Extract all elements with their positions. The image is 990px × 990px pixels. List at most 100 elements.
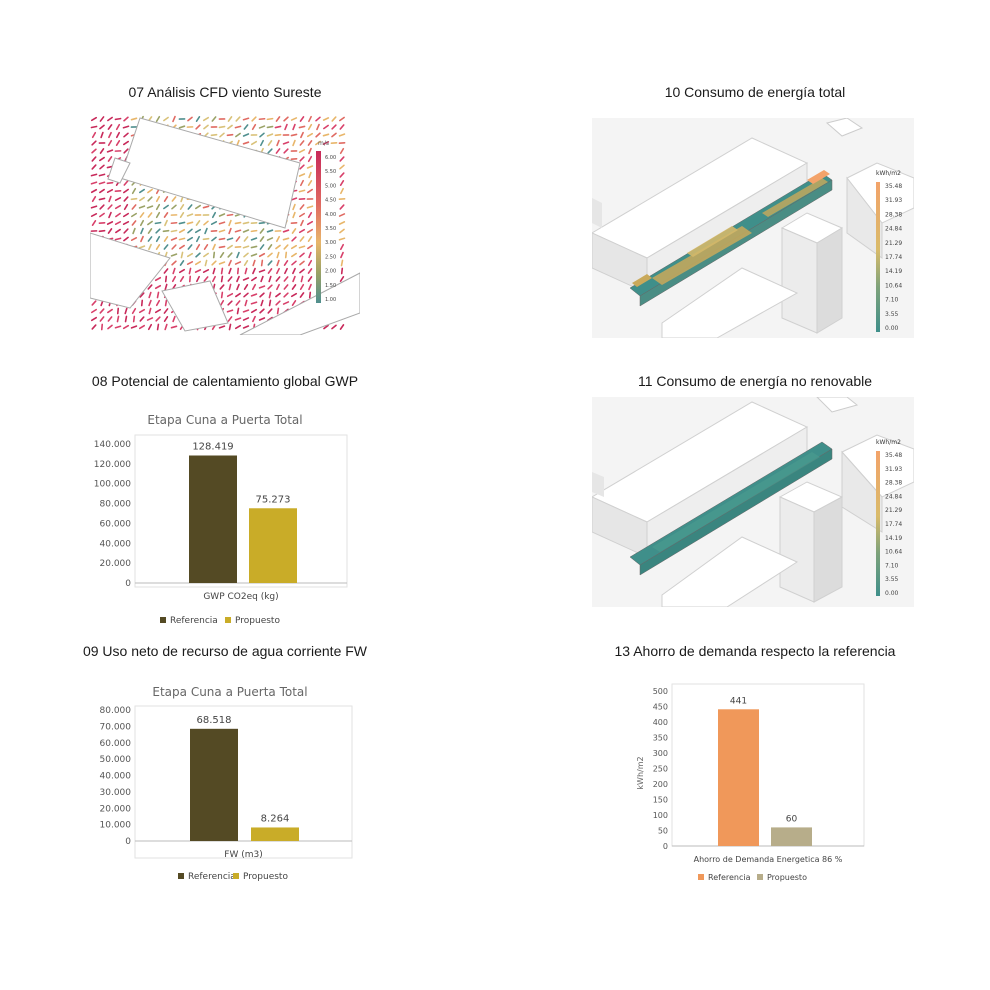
wind-vector (163, 116, 169, 122)
wind-vector (322, 117, 330, 121)
wind-vector (107, 308, 113, 314)
fw-title: 09 Uso neto de recurso de agua corriente… (82, 643, 368, 659)
legend-tick-label: 7.10 (885, 562, 899, 569)
wind-vector (242, 309, 250, 313)
wind-vector (284, 251, 288, 259)
wind-vector (99, 164, 105, 170)
wind-vector (98, 181, 106, 185)
wind-vector (178, 221, 186, 225)
wind-vector (243, 292, 249, 298)
wind-vector (163, 316, 169, 322)
wind-vector (220, 267, 224, 275)
wind-vector (146, 205, 154, 209)
energy-nonrenewable-render: kWh/m2 35.48 31.93 28.38 24.84 21.29 17.74 14.… (592, 397, 914, 607)
wind-vector (300, 275, 304, 283)
wind-vector (268, 299, 272, 307)
wind-vector (259, 236, 265, 242)
wind-vector (196, 235, 200, 243)
wind-vector (122, 324, 130, 330)
wind-vector (210, 133, 218, 137)
energy-total-legend-bar (876, 182, 880, 332)
wind-vector (227, 116, 233, 122)
wind-vector (292, 211, 296, 219)
wind-vector (146, 317, 154, 321)
data-label: 8.264 (261, 813, 290, 824)
wind-vector (307, 236, 313, 242)
wind-vector (155, 244, 161, 250)
x-axis-label: FW (m3) (224, 850, 262, 860)
wind-vector (250, 293, 258, 297)
wind-vector (139, 292, 145, 298)
wind-vector (308, 251, 312, 259)
y-axis-label: kWh/m2 (636, 756, 645, 789)
wind-vector (308, 147, 312, 155)
legend-label: Propuesto (767, 873, 807, 882)
wind-vector (98, 229, 106, 233)
wind-vector (147, 196, 153, 202)
wind-vector (266, 117, 274, 121)
wind-vector (115, 212, 121, 218)
wind-vector (130, 212, 138, 218)
wind-vector (130, 197, 138, 201)
wind-vector (203, 244, 209, 250)
wind-vector (179, 260, 185, 266)
wind-vector (132, 227, 136, 235)
wind-vector (155, 211, 161, 219)
wind-vector (227, 316, 233, 322)
wind-vector (298, 189, 306, 193)
wind-vector (179, 204, 185, 210)
wind-vector (339, 156, 345, 162)
wind-vector (307, 259, 313, 267)
wind-vector (99, 156, 105, 162)
wind-vector (339, 324, 345, 330)
y-tick-label: 200 (653, 780, 668, 789)
wind-vector (307, 155, 313, 163)
y-tick-label: 0 (663, 842, 668, 851)
wind-vector (243, 124, 249, 130)
wind-vector (292, 275, 296, 283)
data-label: 68.518 (197, 715, 232, 726)
legend-tick-label: 3.50 (325, 226, 336, 232)
wind-vector (298, 173, 306, 177)
wind-vector (106, 221, 114, 225)
wind-vector (148, 291, 152, 299)
legend-tick-label: 4.50 (325, 198, 336, 204)
wind-vector (122, 212, 130, 218)
wind-vector (218, 245, 226, 249)
wind-vector (266, 125, 274, 129)
legend-tick-label: 6.00 (325, 155, 336, 161)
wind-vector (290, 197, 298, 201)
wind-vector (91, 300, 97, 306)
building-footprint (90, 232, 171, 309)
y-tick-label: 0 (125, 579, 131, 589)
wind-vector (91, 156, 97, 162)
wind-vector (218, 221, 226, 225)
wind-vector (339, 124, 345, 130)
wind-vector (275, 235, 281, 243)
wind-vector (186, 236, 194, 242)
wind-vector (139, 316, 145, 322)
wind-vector (242, 317, 250, 321)
wind-vector (235, 132, 241, 138)
wind-vector (258, 269, 266, 273)
wind-vector (123, 116, 129, 122)
wind-vector (108, 131, 112, 139)
wind-vector (107, 204, 113, 210)
wind-vector (147, 228, 153, 234)
wind-vector (236, 251, 240, 259)
legend-label: Propuesto (243, 872, 288, 882)
wind-vector (195, 252, 201, 258)
wind-vector (91, 324, 97, 330)
wind-vector (212, 275, 216, 283)
wind-vector (99, 188, 105, 194)
wind-vector (170, 325, 178, 329)
wind-vector (227, 244, 233, 250)
data-label: 128.419 (192, 441, 233, 452)
wind-vector (242, 245, 250, 249)
wind-vector (107, 116, 113, 122)
y-tick-label: 70.000 (100, 722, 132, 732)
legend-tick-label: 5.50 (325, 169, 336, 175)
legend-tick-label: 31.93 (885, 466, 902, 473)
y-tick-label: 400 (653, 718, 668, 727)
wind-vector (228, 283, 232, 291)
